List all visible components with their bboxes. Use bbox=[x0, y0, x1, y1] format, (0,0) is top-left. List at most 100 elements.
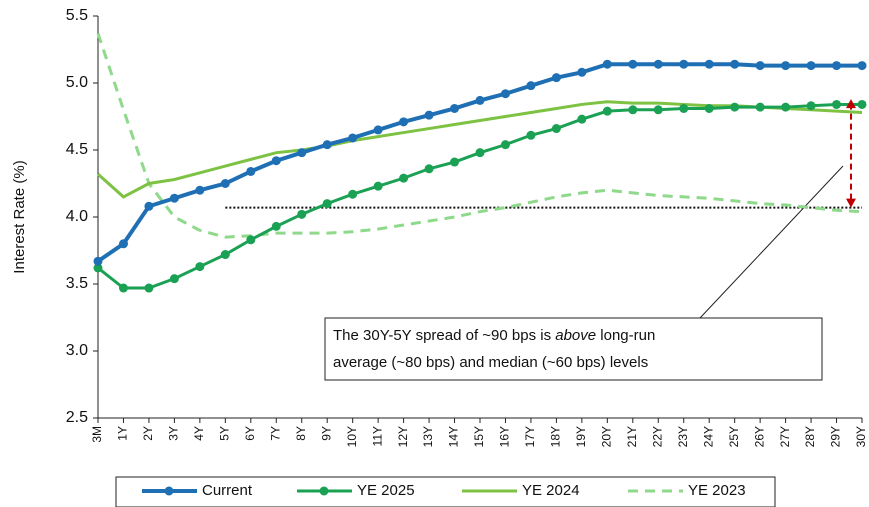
x-tick-label: 28Y bbox=[803, 426, 817, 447]
legend-label: YE 2024 bbox=[522, 482, 580, 499]
point bbox=[93, 256, 103, 266]
point bbox=[348, 189, 358, 199]
point bbox=[297, 148, 307, 158]
series-line bbox=[97, 102, 862, 290]
point bbox=[195, 262, 205, 272]
point bbox=[526, 130, 536, 140]
y-tick-label: 5.0 bbox=[66, 74, 88, 91]
annotation-box bbox=[324, 317, 823, 381]
point bbox=[857, 99, 867, 109]
y-axis-label: Interest Rate (%) bbox=[11, 160, 28, 273]
point bbox=[781, 102, 791, 112]
point bbox=[679, 59, 689, 69]
point bbox=[271, 221, 281, 231]
point bbox=[475, 148, 485, 158]
y-tick-label: 4.0 bbox=[66, 208, 88, 225]
x-tick-label: 11Y bbox=[370, 426, 384, 446]
x-tick-label: 5Y bbox=[218, 426, 232, 441]
point bbox=[93, 263, 103, 273]
x-tick-label: 22Y bbox=[650, 426, 664, 447]
legend-label: YE 2025 bbox=[357, 482, 415, 499]
x-tick-label: 25Y bbox=[727, 426, 741, 447]
x-tick-label: 8Y bbox=[294, 426, 308, 441]
x-tick-label: 29Y bbox=[829, 426, 843, 447]
point bbox=[169, 274, 179, 284]
point bbox=[373, 125, 383, 135]
point bbox=[551, 124, 561, 134]
x-tick-label: 2Y bbox=[141, 426, 155, 441]
x-tick-label: 17Y bbox=[523, 426, 537, 447]
x-tick-label: 16Y bbox=[498, 426, 512, 447]
point bbox=[730, 102, 740, 112]
x-tick-label: 14Y bbox=[447, 426, 461, 447]
annotation-part: The 30Y-5Y spread of ~90 bps is bbox=[333, 327, 555, 344]
point bbox=[602, 59, 612, 69]
point bbox=[500, 140, 510, 150]
x-tick-label: 19Y bbox=[574, 426, 588, 447]
point bbox=[704, 103, 714, 113]
x-tick-label: 24Y bbox=[701, 426, 715, 447]
y-tick-label: 2.5 bbox=[66, 409, 88, 426]
point bbox=[500, 89, 510, 99]
arrow-head bbox=[846, 198, 856, 208]
point bbox=[195, 185, 205, 195]
point bbox=[424, 110, 434, 120]
x-tick-label: 18Y bbox=[549, 426, 563, 447]
point bbox=[118, 239, 128, 249]
x-tick-label: 9Y bbox=[319, 426, 333, 441]
y-tick-label: 3.0 bbox=[66, 342, 88, 359]
x-tick-label: 30Y bbox=[854, 426, 868, 447]
x-tick-label: 6Y bbox=[243, 426, 257, 441]
point bbox=[424, 164, 434, 174]
point bbox=[679, 103, 689, 113]
point bbox=[246, 235, 256, 245]
point bbox=[220, 250, 230, 260]
x-tick-label: 27Y bbox=[778, 426, 792, 447]
x-tick-label: 3M bbox=[90, 426, 104, 443]
point bbox=[730, 59, 740, 69]
point bbox=[450, 103, 460, 113]
x-tick-label: 7Y bbox=[268, 426, 282, 441]
x-tick-label: 13Y bbox=[421, 426, 435, 447]
point bbox=[475, 95, 485, 105]
point bbox=[169, 193, 179, 203]
point bbox=[526, 81, 536, 91]
point bbox=[704, 59, 714, 69]
x-tick-label: 21Y bbox=[625, 426, 639, 447]
x-tick-label: 26Y bbox=[752, 426, 766, 447]
legend-marker bbox=[319, 486, 329, 496]
point bbox=[220, 179, 230, 188]
point bbox=[322, 140, 332, 150]
point bbox=[118, 283, 128, 293]
point bbox=[450, 157, 460, 167]
point bbox=[653, 59, 663, 69]
point bbox=[577, 67, 587, 77]
point bbox=[832, 61, 842, 71]
point bbox=[271, 156, 281, 166]
point bbox=[755, 102, 765, 112]
point bbox=[628, 105, 638, 115]
x-tick-label: 3Y bbox=[167, 426, 181, 441]
x-tick-label: 10Y bbox=[345, 426, 359, 447]
point bbox=[806, 101, 816, 111]
point bbox=[399, 117, 409, 127]
annotation-part: above bbox=[555, 327, 596, 344]
series-line bbox=[96, 32, 863, 239]
point bbox=[348, 133, 358, 143]
x-tick-label: 1Y bbox=[116, 426, 130, 441]
y-tick-label: 3.5 bbox=[66, 275, 88, 292]
point bbox=[602, 106, 612, 116]
point bbox=[653, 105, 663, 115]
y-tick-label: 5.5 bbox=[66, 7, 88, 24]
point bbox=[577, 114, 587, 124]
y-tick-label: 4.5 bbox=[66, 141, 88, 158]
point bbox=[781, 61, 791, 71]
annotation-leader bbox=[699, 165, 844, 319]
arrow-head bbox=[846, 99, 856, 109]
x-tick-label: 15Y bbox=[472, 426, 486, 447]
point bbox=[628, 59, 638, 69]
point bbox=[322, 199, 332, 209]
point bbox=[806, 61, 816, 71]
point bbox=[297, 209, 307, 219]
